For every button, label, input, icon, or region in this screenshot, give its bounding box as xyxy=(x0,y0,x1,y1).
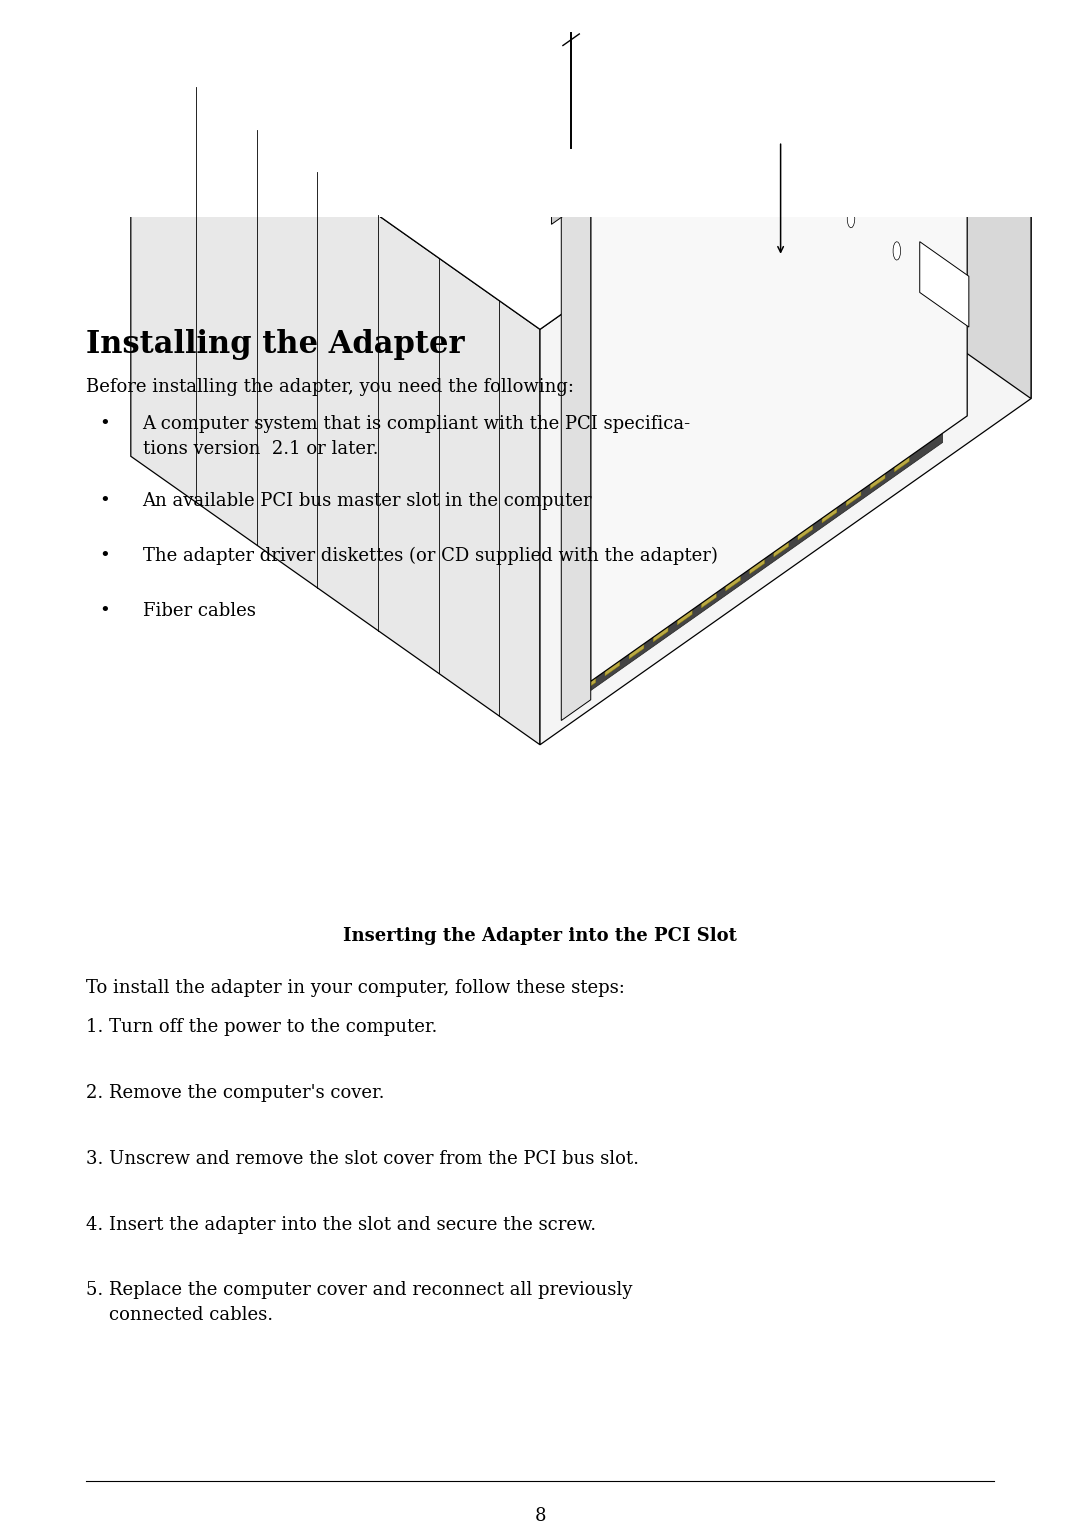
Polygon shape xyxy=(562,134,591,720)
Polygon shape xyxy=(552,134,591,224)
Text: •: • xyxy=(99,492,110,510)
Text: The adapter driver diskettes (or CD supplied with the adapter): The adapter driver diskettes (or CD supp… xyxy=(143,547,717,565)
Polygon shape xyxy=(540,0,1031,745)
Polygon shape xyxy=(774,468,788,558)
Polygon shape xyxy=(798,452,812,539)
Text: •: • xyxy=(99,547,110,565)
Polygon shape xyxy=(870,399,885,488)
Text: Fiber cables: Fiber cables xyxy=(143,602,256,621)
Text: •: • xyxy=(99,602,110,621)
Text: 1. Turn off the power to the computer.: 1. Turn off the power to the computer. xyxy=(86,1018,437,1035)
Text: 2. Remove the computer's cover.: 2. Remove the computer's cover. xyxy=(86,1084,384,1101)
Polygon shape xyxy=(847,416,861,505)
Polygon shape xyxy=(677,536,692,625)
Polygon shape xyxy=(131,0,1031,329)
Text: A computer system that is compliant with the PCI specifica-
tions version  2.1 o: A computer system that is compliant with… xyxy=(143,415,691,458)
Text: 4. Insert the adapter into the slot and secure the screw.: 4. Insert the adapter into the slot and … xyxy=(86,1215,596,1233)
Polygon shape xyxy=(622,0,1031,398)
Text: 5. Replace the computer cover and reconnect all previously
    connected cables.: 5. Replace the computer cover and reconn… xyxy=(86,1281,633,1324)
Polygon shape xyxy=(750,485,765,574)
Polygon shape xyxy=(630,570,644,659)
Polygon shape xyxy=(762,0,877,129)
Text: •: • xyxy=(99,415,110,433)
Text: To install the adapter in your computer, follow these steps:: To install the adapter in your computer,… xyxy=(86,980,625,997)
Polygon shape xyxy=(920,241,969,327)
Polygon shape xyxy=(572,350,943,703)
Polygon shape xyxy=(826,0,957,147)
Text: Before installing the adapter, you need the following:: Before installing the adapter, you need … xyxy=(86,378,575,396)
Text: Installing the Adapter: Installing the Adapter xyxy=(86,329,465,361)
Polygon shape xyxy=(581,604,596,693)
Polygon shape xyxy=(801,177,809,195)
Polygon shape xyxy=(653,553,669,642)
Polygon shape xyxy=(894,382,909,472)
Polygon shape xyxy=(822,435,837,522)
Text: 8: 8 xyxy=(535,1507,545,1525)
Polygon shape xyxy=(591,0,968,682)
Polygon shape xyxy=(848,209,854,227)
Text: An available PCI bus master slot in the computer: An available PCI bus master slot in the … xyxy=(143,492,592,510)
Polygon shape xyxy=(702,519,716,608)
Text: 3. Unscrew and remove the slot cover from the PCI bus slot.: 3. Unscrew and remove the slot cover fro… xyxy=(86,1149,639,1167)
Polygon shape xyxy=(726,502,741,591)
Text: Inserting the Adapter into the PCI Slot: Inserting the Adapter into the PCI Slot xyxy=(343,926,737,945)
Polygon shape xyxy=(848,0,936,112)
Polygon shape xyxy=(131,41,540,745)
Polygon shape xyxy=(605,587,620,676)
Polygon shape xyxy=(893,241,901,260)
Polygon shape xyxy=(889,151,905,184)
